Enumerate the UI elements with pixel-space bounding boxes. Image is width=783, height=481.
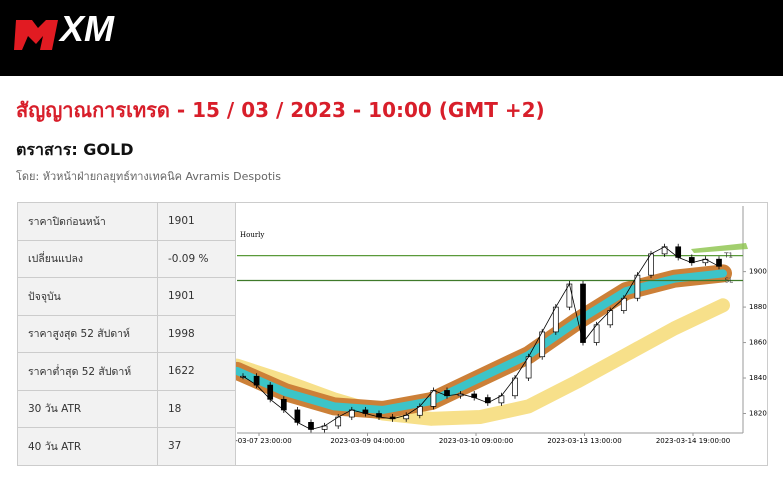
price-line xyxy=(242,246,720,430)
author: โดย: หัวหน้าฝ่ายกลยุทธ์ทางเทคนิค Avramis… xyxy=(16,170,281,183)
x-tick-label: 2023-03-10 09:00:00 xyxy=(439,437,513,445)
level-label: SL xyxy=(725,276,733,284)
stat-value: 1901 xyxy=(157,202,236,241)
title: สัญญาณการเทรด - 15 / 03 / 2023 - 10:00 (… xyxy=(16,98,545,122)
table-row: 30 วัน ATR 18 xyxy=(17,389,236,428)
band xyxy=(236,269,727,414)
y-tick-label: 1840 xyxy=(749,374,767,382)
y-tick-label: 1900 xyxy=(749,268,767,276)
stat-label: ราคาปิดก่อนหน้า xyxy=(17,202,158,241)
stat-label: ปัจจุบัน xyxy=(17,277,158,316)
table-row: ราคาต่ำสุด 52 สัปดาห์ 1622 xyxy=(17,352,236,391)
timeframe: Hourly xyxy=(240,231,264,239)
stat-value: 18 xyxy=(157,389,236,428)
table-row: ราคาสูงสุด 52 สัปดาห์ 1998 xyxy=(17,314,236,353)
stat-value: 1901 xyxy=(157,277,236,316)
table-row: ปัจจุบัน 1901 xyxy=(17,277,236,316)
stat-value: 1998 xyxy=(157,314,236,353)
x-tick-label: 2023-03-13 13:00:00 xyxy=(547,437,621,445)
stat-label: 30 วัน ATR xyxy=(17,389,158,428)
stat-label: เปลี่ยนแปลง xyxy=(17,239,158,278)
header: XM xyxy=(0,0,783,76)
stat-label: 40 วัน ATR xyxy=(17,427,158,466)
logo-icon xyxy=(14,20,58,50)
stat-label: ราคาต่ำสุด 52 สัปดาห์ xyxy=(17,352,158,391)
table-row: 40 วัน ATR 37 xyxy=(17,427,236,466)
table-row: เปลี่ยนแปลง -0.09 % xyxy=(17,239,236,278)
logo[interactable]: XM xyxy=(60,8,114,49)
instrument: ตราสาร: GOLD xyxy=(16,140,134,159)
y-tick-label: 1860 xyxy=(749,339,767,347)
stat-label: ราคาสูงสุด 52 สัปดาห์ xyxy=(17,314,158,353)
stat-value: 37 xyxy=(157,427,236,466)
x-tick-label: 23-03-07 23:00:00 xyxy=(235,437,292,445)
x-tick-label: 2023-03-09 04:00:00 xyxy=(330,437,404,445)
table-row: ราคาปิดก่อนหน้า 1901 xyxy=(17,202,236,241)
y-tick-label: 1880 xyxy=(749,303,767,311)
level-label: T1 xyxy=(723,252,733,260)
y-tick-label: 1820 xyxy=(749,409,767,417)
stat-value: 1622 xyxy=(157,352,236,391)
chart: Hourly 1820 1840 1860 1880 1900 23-03-07 23:0… xyxy=(235,202,768,466)
x-tick-label: 2023-03-14 19:00:00 xyxy=(656,437,730,445)
stats-table: ราคาปิดก่อนหน้า 1901 เปลี่ยนแปลง -0.09 % ปัจ… xyxy=(17,202,236,466)
target-arrow xyxy=(691,243,748,253)
stat-value: -0.09 % xyxy=(157,239,236,278)
